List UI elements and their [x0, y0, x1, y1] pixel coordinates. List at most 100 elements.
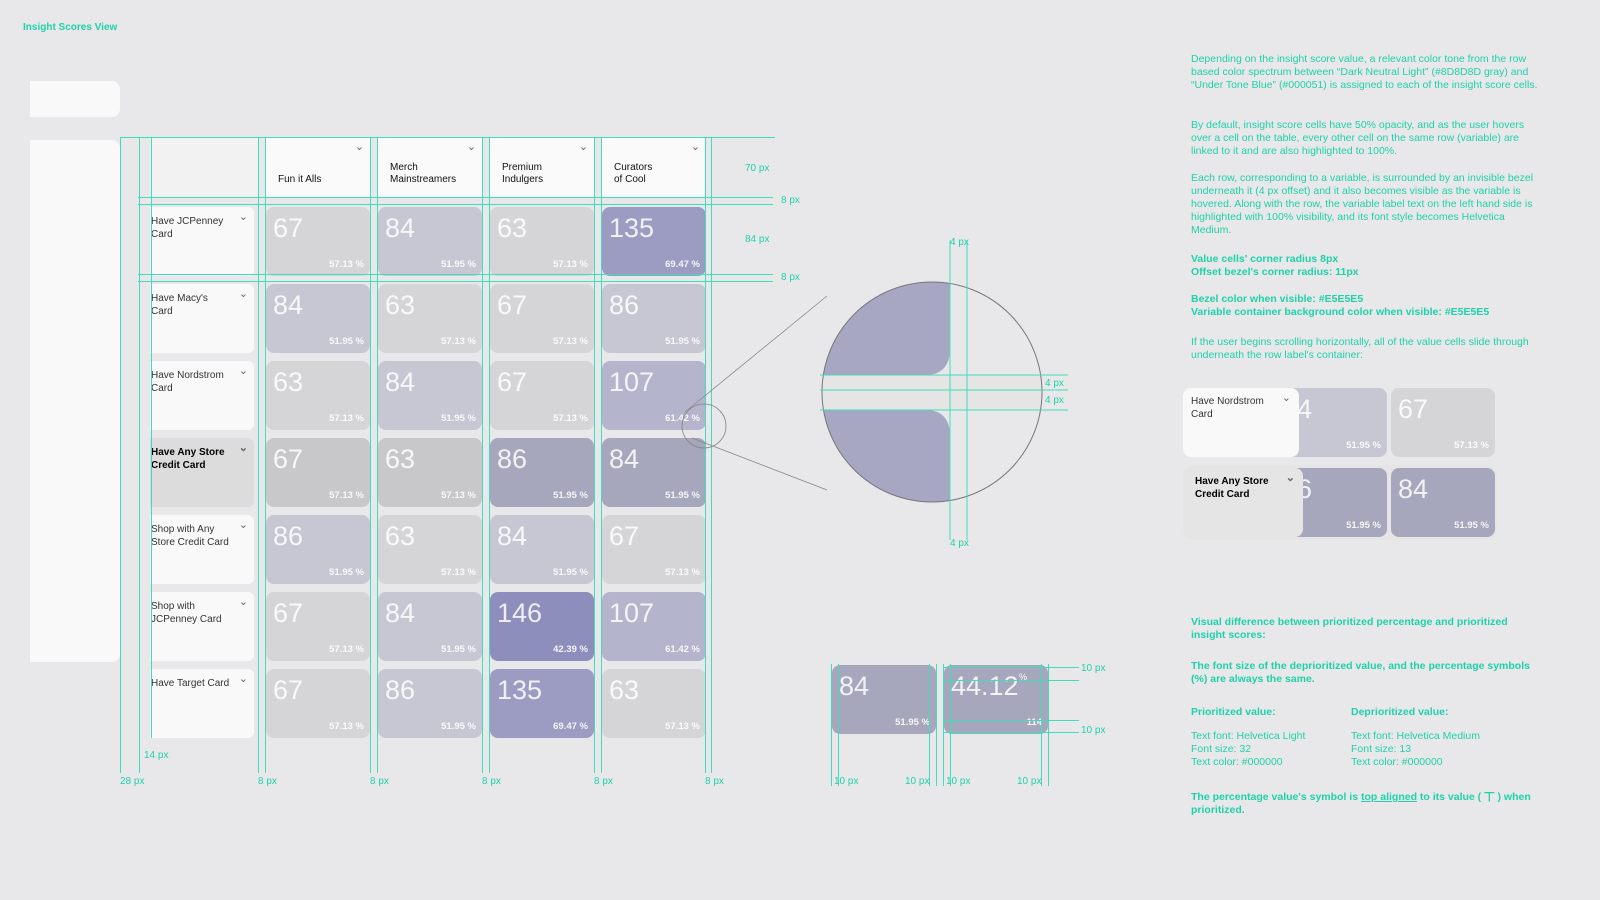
- desc-container-color: Variable container background color when…: [1191, 306, 1490, 318]
- cell-percent: 51.95 %: [441, 721, 476, 732]
- chevron-down-icon[interactable]: ⌄: [1285, 472, 1295, 484]
- score-cell[interactable]: 67 57.13 %: [266, 438, 370, 507]
- cell-percent: 51.95 %: [553, 490, 588, 501]
- cell-value: 84: [273, 290, 304, 320]
- chevron-down-icon[interactable]: ⌄: [238, 673, 248, 685]
- score-cell[interactable]: 67 57.13 %: [266, 592, 370, 661]
- score-cell[interactable]: 67 57.13 %: [266, 669, 370, 738]
- cell-percent: 57.13 %: [553, 336, 588, 347]
- chevron-down-icon[interactable]: ⌄: [238, 211, 248, 223]
- cell-value: 86: [609, 290, 640, 320]
- row-label[interactable]: Shop with Any Store Credit Card ⌄: [150, 515, 254, 584]
- dim-gap: 8 px: [370, 776, 389, 787]
- cell-value: 84: [385, 367, 416, 397]
- dim-inner: 14 px: [144, 750, 169, 761]
- prio-size: Font size: 32: [1191, 743, 1252, 755]
- score-cell[interactable]: 67 57.13 %: [490, 284, 594, 353]
- prio-font: Text font: Helvetica Light: [1191, 730, 1306, 742]
- chevron-down-icon[interactable]: ⌄: [238, 288, 248, 300]
- row-label[interactable]: Have Nordstrom Card ⌄: [150, 361, 254, 430]
- scroll-cell: 67 57.13 %: [1391, 388, 1495, 457]
- cell-percent: 57.13 %: [665, 567, 700, 578]
- cell-percent: 51.95 %: [1454, 520, 1489, 531]
- score-cell[interactable]: 84 51.95 %: [266, 284, 370, 353]
- dim-bezel: 4 px: [950, 237, 969, 248]
- cell-value: 135: [609, 213, 655, 243]
- score-cell[interactable]: 84 51.95 %: [378, 361, 482, 430]
- score-cell[interactable]: 63 57.13 %: [378, 515, 482, 584]
- cell-value: 63: [385, 290, 416, 320]
- row-label[interactable]: Have Macy's Card ⌄: [150, 284, 254, 353]
- row-label-text: Have JCPenney Card: [151, 216, 224, 240]
- chevron-down-icon[interactable]: ⌄: [466, 141, 476, 153]
- score-cell[interactable]: 67 57.13 %: [266, 207, 370, 276]
- cell-value: 67: [273, 213, 304, 243]
- dim-header-height: 70 px: [745, 163, 770, 174]
- scroll-example: 4 51.95 % 67 57.13 % Have Nordstrom Card…: [1183, 388, 1501, 540]
- chevron-down-icon[interactable]: ⌄: [578, 141, 588, 153]
- cell-percent: 51.95 %: [895, 717, 930, 728]
- score-cell[interactable]: 135 69.47 %: [602, 207, 706, 276]
- score-cell[interactable]: 63 57.13 %: [378, 438, 482, 507]
- cell-percent: 51.95 %: [553, 567, 588, 578]
- chevron-down-icon[interactable]: ⌄: [690, 141, 700, 153]
- score-cell[interactable]: 107 61.42 %: [602, 592, 706, 661]
- column-header-fun-it-alls[interactable]: Fun it Alls ⌄: [266, 138, 370, 198]
- scroll-row-label-active[interactable]: Have Any Store Credit Card ⌄: [1187, 468, 1303, 537]
- score-cell[interactable]: 84 51.95 %: [378, 592, 482, 661]
- column-header-curators-of-cool[interactable]: Curators of Cool ⌄: [602, 138, 706, 198]
- deprio-color: Text color: #000000: [1351, 756, 1443, 768]
- scroll-partial-cell: 4 51.95 %: [1283, 388, 1387, 457]
- dim-gap: 8 px: [705, 776, 724, 787]
- cell-value: 63: [609, 675, 640, 705]
- dim-left: 28 px: [120, 776, 145, 787]
- scroll-row-label[interactable]: Have Nordstrom Card ⌄: [1183, 388, 1299, 457]
- score-cell[interactable]: 67 57.13 %: [602, 515, 706, 584]
- cell-value: 86: [385, 675, 416, 705]
- column-header-premium-indulgers[interactable]: Premium Indulgers ⌄: [490, 138, 594, 198]
- row-label[interactable]: Have Any Store Credit Card ⌄: [150, 438, 254, 507]
- score-cell[interactable]: 67 57.13 %: [490, 361, 594, 430]
- score-cell[interactable]: 84 51.95 %: [602, 438, 706, 507]
- cell-value: 146: [497, 598, 543, 628]
- chevron-down-icon[interactable]: ⌄: [238, 365, 248, 377]
- score-cell[interactable]: 84 51.95 %: [378, 207, 482, 276]
- desc-bezel-radius: Offset bezel's corner radius: 11px: [1191, 266, 1359, 278]
- desc-bezel: Each row, corresponding to a variable, i…: [1191, 172, 1534, 236]
- chevron-down-icon[interactable]: ⌄: [354, 141, 364, 153]
- cell-value: 63: [497, 213, 528, 243]
- score-cell[interactable]: 63 57.13 %: [490, 207, 594, 276]
- dim-ten: 10 px: [1081, 663, 1106, 674]
- score-cell[interactable]: 135 69.47 %: [490, 669, 594, 738]
- dim-ten: 10 px: [905, 776, 930, 787]
- cell-percent: 61.42 %: [665, 644, 700, 655]
- chevron-down-icon[interactable]: ⌄: [238, 442, 248, 454]
- chevron-down-icon[interactable]: ⌄: [238, 519, 248, 531]
- score-cell[interactable]: 84 51.95 %: [490, 515, 594, 584]
- cell-percent: 57.13 %: [553, 259, 588, 270]
- row-label[interactable]: Have JCPenney Card ⌄: [150, 207, 254, 276]
- page-title: Insight Scores View: [23, 22, 118, 33]
- score-cell[interactable]: 146 42.39 %: [490, 592, 594, 661]
- cell-value: 135: [497, 675, 543, 705]
- chevron-down-icon[interactable]: ⌄: [238, 596, 248, 608]
- cell-value: 84: [497, 521, 528, 551]
- score-cell[interactable]: 63 57.13 %: [266, 361, 370, 430]
- cell-value: 84: [385, 598, 416, 628]
- column-header-merch-mainstreamers[interactable]: Merch Mainstreamers ⌄: [378, 138, 482, 198]
- cell-value: 67: [1398, 394, 1429, 424]
- score-cell[interactable]: 107 61.42 %: [602, 361, 706, 430]
- cell-percent: 51.95 %: [1346, 520, 1381, 531]
- desc-corner-radius: Value cells' corner radius 8px: [1191, 253, 1339, 265]
- score-cell[interactable]: 63 57.13 %: [378, 284, 482, 353]
- row-label[interactable]: Shop with JCPenney Card ⌄: [150, 592, 254, 661]
- score-cell[interactable]: 63 57.13 %: [602, 669, 706, 738]
- row-label[interactable]: Have Target Card ⌄: [150, 669, 254, 738]
- score-cell[interactable]: 86 51.95 %: [266, 515, 370, 584]
- chevron-down-icon[interactable]: ⌄: [1281, 392, 1291, 404]
- score-cell[interactable]: 86 51.95 %: [378, 669, 482, 738]
- score-cell[interactable]: 86 51.95 %: [602, 284, 706, 353]
- dim-gap: 8 px: [781, 195, 800, 206]
- score-cell[interactable]: 86 51.95 %: [490, 438, 594, 507]
- top-aligned-link[interactable]: top aligned: [1360, 791, 1417, 803]
